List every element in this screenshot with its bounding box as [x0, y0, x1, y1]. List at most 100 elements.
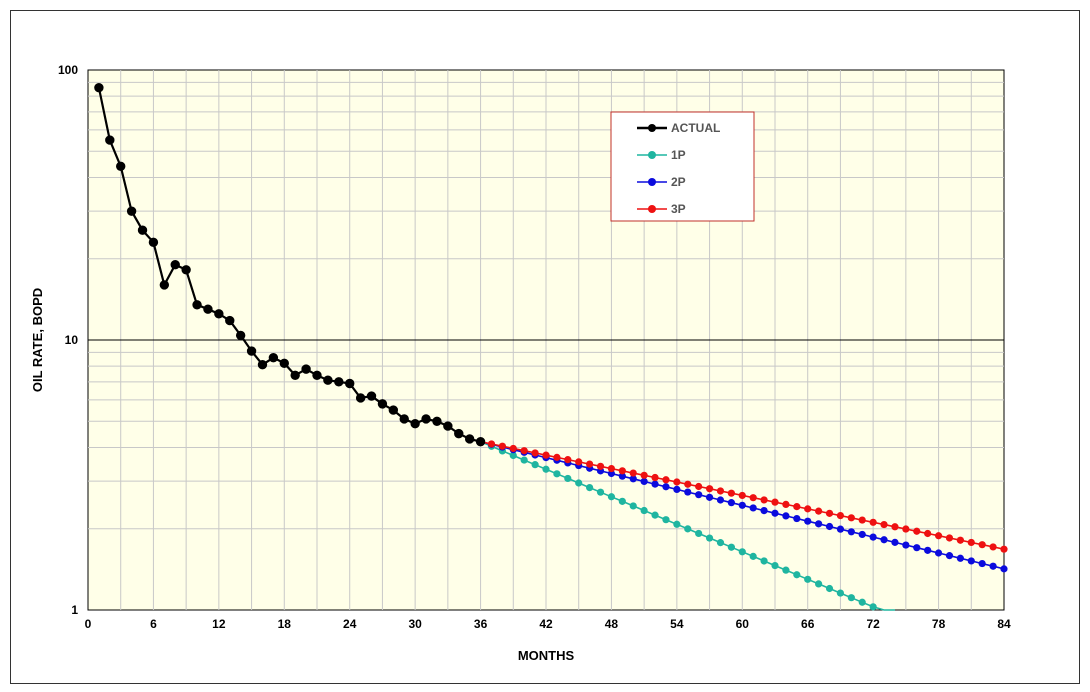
- data-point-actual: [399, 414, 409, 424]
- data-point-3p: [542, 451, 550, 459]
- data-point-actual: [312, 370, 322, 381]
- data-point-actual: [454, 428, 464, 439]
- data-point-3p: [978, 541, 986, 549]
- data-point-3p: [564, 456, 572, 464]
- x-tick-label: 78: [932, 617, 946, 631]
- data-point-actual: [203, 304, 213, 314]
- legend-marker-1p: [648, 151, 656, 159]
- data-point-actual: [421, 414, 431, 424]
- data-point-3p: [782, 500, 790, 508]
- data-point-1p: [695, 529, 703, 538]
- data-point-3p: [902, 525, 910, 533]
- data-point-1p: [815, 580, 823, 588]
- legend-box: [610, 111, 755, 222]
- data-point-1p: [662, 516, 670, 524]
- data-point-3p: [749, 494, 757, 502]
- data-point-3p: [695, 482, 703, 491]
- data-point-3p: [596, 462, 605, 470]
- data-point-3p: [498, 442, 506, 450]
- data-point-actual: [225, 315, 235, 326]
- legend-label-1p: 1P: [671, 148, 686, 162]
- data-point-actual: [170, 260, 180, 270]
- x-tick-labels: 0 6 12 18 24 30 36 42 48 54 60 66 72 78 84: [85, 617, 1011, 631]
- data-point-actual: [116, 161, 126, 171]
- data-point-2p: [847, 528, 855, 536]
- x-tick-label: 54: [670, 617, 684, 631]
- data-point-actual: [323, 375, 333, 385]
- data-point-3p: [531, 449, 539, 457]
- data-point-3p: [640, 471, 648, 479]
- data-point-2p: [891, 538, 899, 546]
- data-point-actual: [235, 330, 246, 341]
- data-point-3p: [738, 491, 746, 500]
- grid-lines: [88, 70, 1004, 610]
- data-point-1p: [716, 539, 725, 547]
- data-point-actual: [137, 225, 148, 235]
- data-point-3p: [967, 538, 975, 547]
- y-tick-label: 1: [71, 603, 78, 617]
- data-point-3p: [684, 480, 692, 488]
- data-point-2p: [956, 554, 964, 562]
- data-point-1p: [629, 502, 637, 510]
- data-point-actual: [148, 237, 159, 248]
- data-point-1p: [531, 461, 539, 469]
- legend-label-3p: 3P: [671, 202, 686, 216]
- series-points: [94, 82, 1008, 611]
- data-point-2p: [1000, 565, 1008, 573]
- data-point-actual: [105, 135, 115, 145]
- data-point-3p: [553, 453, 561, 461]
- data-point-actual: [181, 265, 191, 275]
- data-point-2p: [880, 536, 888, 544]
- data-point-2p: [782, 512, 790, 520]
- data-point-2p: [651, 480, 659, 488]
- data-point-1p: [542, 465, 550, 473]
- data-point-3p: [607, 464, 616, 473]
- data-point-2p: [934, 549, 943, 557]
- data-point-3p: [891, 523, 899, 531]
- data-point-3p: [716, 487, 725, 495]
- data-point-2p: [815, 520, 823, 528]
- data-point-1p: [575, 479, 583, 487]
- data-point-1p: [869, 603, 877, 611]
- data-point-2p: [945, 552, 954, 560]
- y-axis-title: OIL RATE, BOPD: [30, 288, 45, 392]
- data-point-1p: [825, 584, 834, 593]
- data-point-2p: [727, 499, 735, 507]
- x-tick-label: 60: [736, 617, 750, 631]
- data-point-3p: [629, 469, 637, 477]
- data-point-3p: [771, 498, 779, 506]
- x-tick-label: 12: [212, 617, 226, 631]
- data-point-2p: [825, 522, 834, 531]
- x-tick-label: 18: [278, 617, 292, 631]
- data-point-actual: [334, 377, 344, 387]
- data-point-3p: [651, 473, 659, 482]
- data-point-actual: [159, 280, 170, 290]
- data-point-2p: [684, 488, 692, 496]
- data-point-2p: [924, 546, 932, 554]
- data-point-2p: [760, 507, 768, 515]
- data-point-actual: [268, 352, 279, 363]
- data-point-actual: [432, 416, 442, 426]
- data-point-3p: [913, 527, 921, 535]
- x-tick-label: 0: [85, 617, 92, 631]
- x-tick-label: 66: [801, 617, 815, 631]
- data-point-1p: [684, 525, 692, 533]
- data-point-1p: [760, 557, 768, 565]
- data-point-actual: [126, 206, 137, 216]
- data-point-1p: [793, 571, 801, 579]
- data-point-3p: [509, 444, 517, 453]
- data-point-actual: [443, 421, 453, 431]
- data-point-actual: [257, 360, 268, 370]
- data-point-2p: [869, 533, 877, 541]
- data-point-3p: [825, 509, 834, 517]
- data-point-2p: [989, 562, 997, 570]
- x-axis-title: MONTHS: [518, 648, 575, 663]
- data-point-actual: [475, 437, 486, 447]
- data-point-2p: [771, 509, 779, 517]
- data-point-1p: [705, 534, 714, 542]
- data-point-2p: [793, 514, 801, 523]
- x-tick-label: 42: [539, 617, 553, 631]
- data-point-2p: [978, 559, 986, 568]
- y-tick-labels: 1 10 100: [58, 63, 78, 617]
- data-point-1p: [858, 598, 866, 606]
